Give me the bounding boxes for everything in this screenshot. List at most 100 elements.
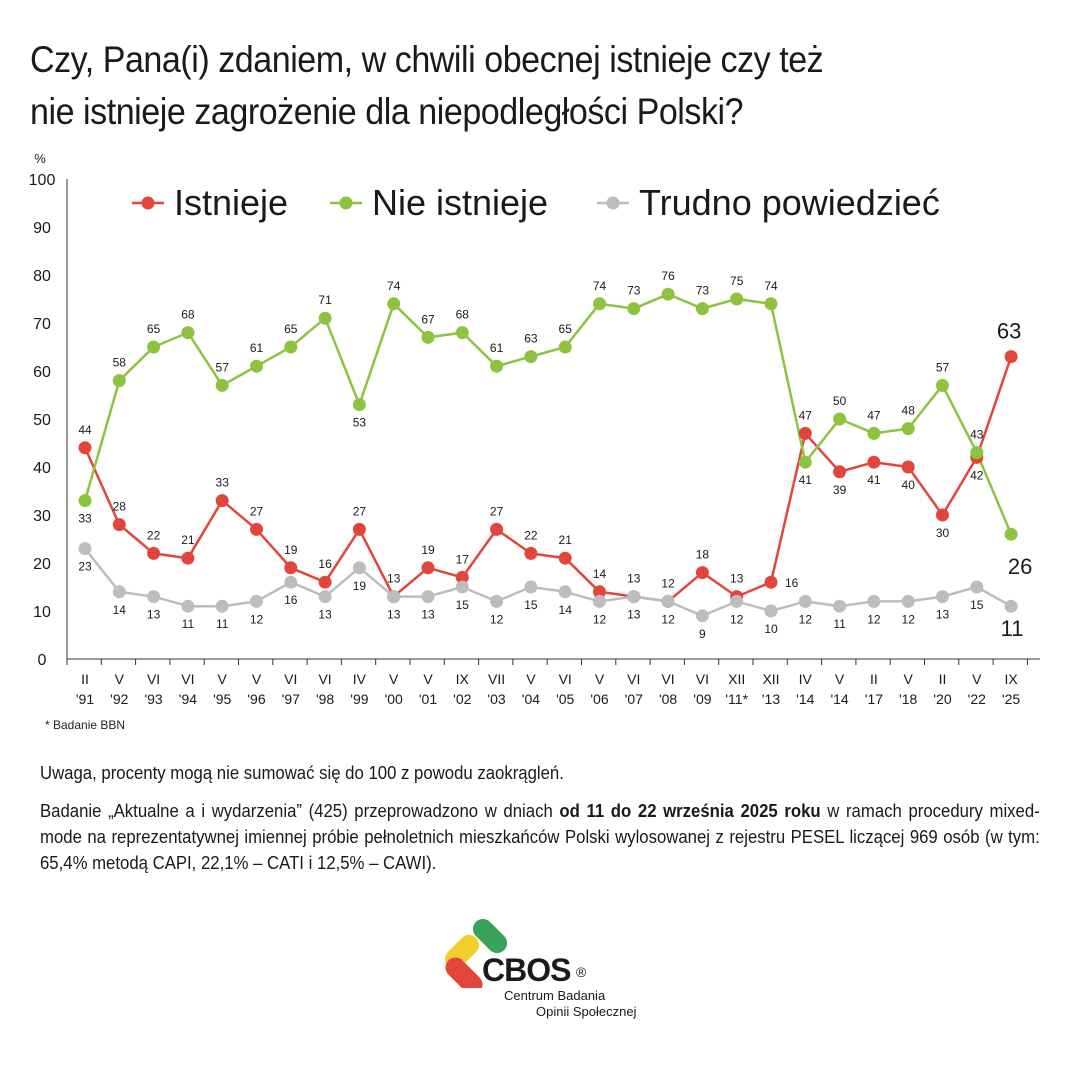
x-tick-label-month: XII — [762, 671, 779, 687]
x-tick-label-month: V — [252, 671, 262, 687]
survey-dates: od 11 do 22 września 2025 roku — [559, 801, 821, 821]
x-tick-label-year: '13 — [762, 691, 780, 707]
series-line-trudno — [84, 547, 1012, 618]
data-label-trudno: 10 — [764, 622, 778, 636]
survey-note-part-2: w ramach procedury mixed-mode na repreze… — [40, 801, 1040, 873]
data-label-trudno: 23 — [78, 560, 92, 574]
x-tick-label-year: '22 — [968, 691, 986, 707]
data-label-nie_istnieje: 68 — [456, 308, 470, 322]
data-label-trudno: 12 — [250, 612, 264, 626]
data-label-nie_istnieje: 50 — [833, 394, 847, 408]
x-tick-label-month: V — [595, 671, 605, 687]
data-label-nie_istnieje: 73 — [627, 284, 641, 298]
data-point-nie_istnieje — [764, 297, 778, 311]
data-label-trudno: 15 — [970, 598, 984, 612]
y-tick-label: 30 — [33, 508, 51, 525]
data-point-trudno — [661, 594, 675, 608]
x-tick-label-month: IX — [1004, 671, 1018, 687]
x-tick-label-year: '97 — [282, 691, 300, 707]
data-point-trudno — [593, 594, 606, 608]
data-label-istnieje: 16 — [318, 557, 332, 571]
data-point-nie_istnieje — [112, 374, 126, 388]
footnote: * Badanie BBN — [45, 718, 126, 732]
data-label-trudno: 11 — [1001, 616, 1024, 641]
data-point-trudno — [387, 590, 401, 604]
data-label-trudno: 15 — [524, 598, 538, 612]
data-point-nie_istnieje — [936, 378, 949, 392]
data-label-istnieje: 42 — [970, 468, 984, 482]
cbos-logo-mark — [444, 918, 508, 988]
data-point-nie_istnieje — [558, 340, 572, 354]
data-label-nie_istnieje: 57 — [216, 360, 230, 374]
data-label-istnieje: 13 — [627, 608, 641, 622]
data-point-istnieje — [833, 465, 847, 479]
data-point-trudno — [1004, 599, 1018, 613]
x-tick-label-month: II — [939, 671, 947, 687]
x-tick-label-month: IV — [353, 671, 367, 687]
y-tick-label: 90 — [33, 220, 51, 237]
data-point-istnieje — [867, 455, 881, 469]
data-point-nie_istnieje — [318, 311, 332, 325]
data-label-istnieje: 22 — [524, 528, 538, 542]
y-axis-unit-label: % — [34, 151, 46, 166]
data-point-trudno — [250, 594, 263, 608]
x-tick-label-month: II — [81, 671, 89, 687]
x-tick-label-month: VI — [627, 671, 640, 687]
legend-label-nie_istnieje: Nie istnieje — [372, 182, 548, 223]
data-label-nie_istnieje: 74 — [593, 279, 607, 293]
data-point-istnieje — [181, 551, 195, 565]
data-point-nie_istnieje — [455, 326, 469, 340]
data-label-nie_istnieje: 41 — [799, 473, 813, 487]
data-label-istnieje: 14 — [593, 567, 607, 581]
data-label-nie_istnieje: 73 — [696, 284, 710, 298]
data-label-istnieje: 21 — [559, 533, 573, 547]
chart-title-line-1: Czy, Pana(i) zdaniem, w chwili obecnej i… — [30, 39, 824, 80]
data-label-trudno: 13 — [421, 608, 435, 622]
data-label-nie_istnieje: 65 — [559, 322, 573, 336]
data-label-istnieje: 30 — [936, 526, 950, 540]
x-tick-label-month: VI — [559, 671, 572, 687]
data-label-trudno: 11 — [833, 617, 846, 631]
data-label-istnieje: 47 — [799, 408, 813, 422]
data-point-nie_istnieje — [250, 359, 263, 373]
data-label-istnieje: 27 — [490, 504, 504, 518]
data-point-trudno — [318, 590, 332, 604]
data-label-trudno: 14 — [559, 603, 573, 617]
cbos-logo: CBOS ® Centrum Badania Opinii Społecznej — [440, 918, 660, 1023]
x-tick-label-year: '07 — [625, 691, 643, 707]
data-point-nie_istnieje — [147, 340, 161, 354]
legend-label-istnieje: Istnieje — [174, 182, 288, 223]
data-label-trudno: 11 — [216, 617, 229, 631]
data-label-trudno: 12 — [661, 612, 675, 626]
data-label-nie_istnieje: 43 — [970, 428, 984, 442]
data-point-nie_istnieje — [421, 330, 435, 344]
x-tick-label-year: '00 — [385, 691, 403, 707]
y-tick-label: 70 — [33, 316, 51, 333]
data-label-nie_istnieje: 74 — [387, 279, 401, 293]
x-tick-label-year: '93 — [144, 691, 162, 707]
data-point-trudno — [901, 594, 915, 608]
y-tick-label: 10 — [33, 604, 51, 621]
logo-name: CBOS — [482, 952, 571, 988]
y-tick-label: 100 — [29, 172, 56, 189]
data-point-trudno — [764, 604, 778, 618]
data-point-nie_istnieje — [730, 292, 744, 306]
x-tick-label-month: VI — [284, 671, 297, 687]
x-tick-label-year: '03 — [487, 691, 505, 707]
y-tick-label: 80 — [33, 268, 51, 285]
data-label-nie_istnieje: 53 — [353, 416, 367, 430]
survey-note-part-1: Badanie „Aktualne a i wydarzenia” (425) … — [40, 801, 560, 821]
data-label-trudno: 13 — [318, 608, 332, 622]
legend-marker-nie_istnieje — [339, 196, 353, 210]
data-point-istnieje — [352, 522, 366, 536]
line-chart: % 0 10 20 30 40 50 60 70 80 90 100 II '91 V '92 VI '93 VI '… — [29, 151, 1040, 707]
x-tick-label-month: V — [218, 671, 228, 687]
data-label-trudno: 14 — [113, 603, 127, 617]
data-point-trudno — [78, 542, 92, 556]
x-tick-label-month: V — [115, 671, 125, 687]
x-tick-label-year: '08 — [659, 691, 677, 707]
data-point-trudno — [867, 594, 881, 608]
data-label-istnieje: 16 — [785, 576, 799, 590]
data-label-trudno: 19 — [353, 579, 367, 593]
data-label-trudno: 15 — [456, 598, 470, 612]
